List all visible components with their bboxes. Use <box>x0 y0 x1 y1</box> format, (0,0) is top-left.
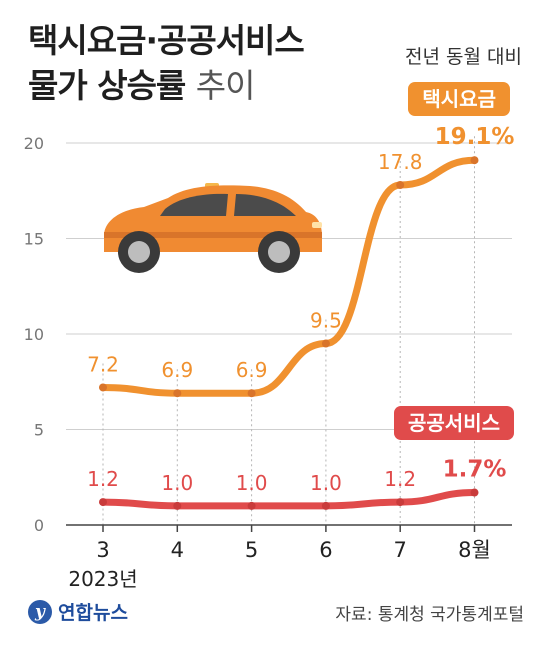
chart-title: 택시요금·공공서비스 물가 상승률 추이 <box>28 18 305 108</box>
x-tick-label: 4 <box>171 538 184 562</box>
series-line-public <box>99 489 478 510</box>
data-label: 1.0 <box>310 471 342 495</box>
taxi-series-badge: 택시요금 <box>408 82 510 116</box>
data-label: 1.0 <box>161 471 193 495</box>
data-point <box>321 339 330 348</box>
data-point <box>396 498 405 507</box>
x-tick-label: 3 <box>96 538 109 562</box>
y-tick-label: 20 <box>24 134 44 153</box>
data-point <box>247 501 256 510</box>
chart-subtitle: 전년 동월 대비 <box>405 46 522 68</box>
data-label: 7.2 <box>87 352 119 376</box>
x-tick-label: 7 <box>394 538 407 562</box>
data-point <box>173 389 182 398</box>
data-label: 6.9 <box>236 358 268 382</box>
data-label: 1.7% <box>443 457 507 483</box>
data-label: 17.8 <box>378 150 423 174</box>
data-point <box>99 498 107 507</box>
taxi-car-illustration <box>104 183 322 273</box>
data-point <box>321 501 330 510</box>
data-label: 1.2 <box>384 467 416 491</box>
data-label: 1.2 <box>87 467 119 491</box>
y-tick-label: 5 <box>34 421 44 440</box>
logo-text: 연합뉴스 <box>58 602 128 624</box>
title-line2: 물가 상승률 <box>28 66 186 105</box>
data-point <box>470 156 479 165</box>
yonhap-logo-icon: y <box>28 599 52 624</box>
data-point <box>396 181 405 190</box>
y-tick-label: 15 <box>24 230 44 249</box>
y-tick-label: 10 <box>24 325 44 344</box>
data-point <box>99 383 107 392</box>
title-line1: 택시요금·공공서비스 <box>28 21 305 60</box>
x-tick-label: 8월 <box>458 538 491 562</box>
public-series-badge: 공공서비스 <box>394 406 514 440</box>
year-label: 2023년 <box>68 567 137 591</box>
x-tick-label: 6 <box>319 538 332 562</box>
data-label: 9.5 <box>310 309 342 333</box>
y-tick-label: 0 <box>34 516 44 535</box>
data-label: 1.0 <box>236 471 268 495</box>
series-line-taxi <box>99 156 478 397</box>
data-point <box>470 488 479 497</box>
logo: y 연합뉴스 <box>28 598 128 625</box>
x-tick-label: 5 <box>245 538 258 562</box>
data-label: 6.9 <box>161 358 193 382</box>
title-line2-light: 추이 <box>195 66 256 105</box>
data-point <box>247 389 256 398</box>
data-label: 19.1% <box>435 124 515 150</box>
source-note: 자료: 통계청 국가통계포털 <box>335 605 524 625</box>
data-point <box>173 501 182 510</box>
